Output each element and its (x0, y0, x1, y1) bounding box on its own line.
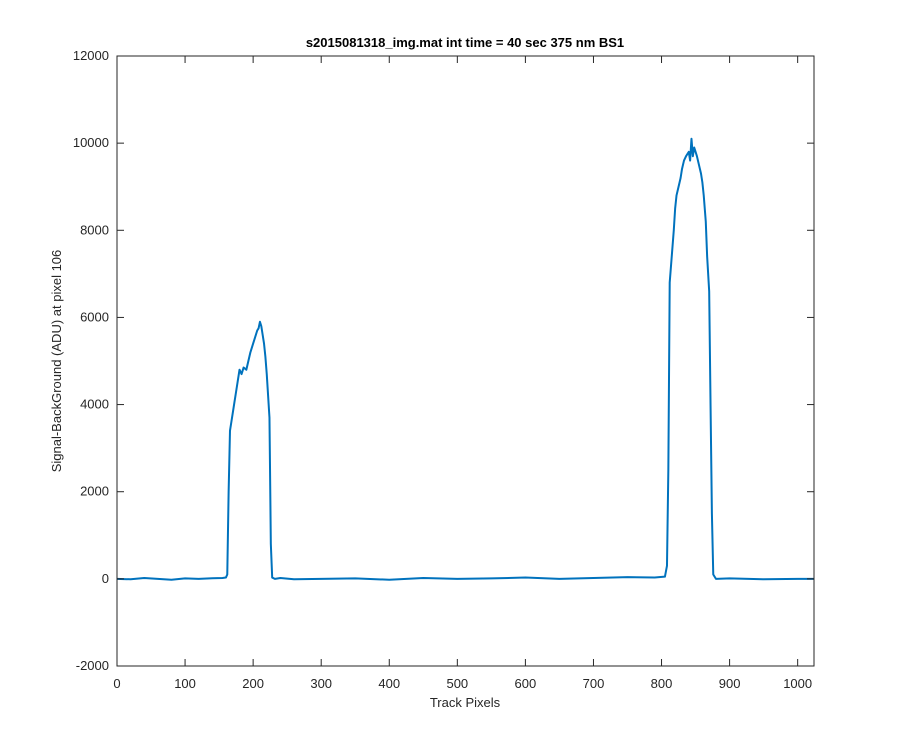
y-tick-label: 2000 (80, 484, 109, 499)
y-tick-label: 8000 (80, 222, 109, 237)
x-tick-label: 900 (719, 676, 741, 691)
x-tick-label: 600 (515, 676, 537, 691)
series-line-0 (116, 137, 814, 581)
y-tick-label: -2000 (76, 658, 109, 673)
y-tick-label: 12000 (73, 48, 109, 63)
chart-title: s2015081318_img.mat int time = 40 sec 37… (306, 35, 624, 50)
x-tick-label: 400 (378, 676, 400, 691)
y-tick-label: 6000 (80, 309, 109, 324)
y-tick-label: 4000 (80, 397, 109, 412)
x-tick-label: 500 (446, 676, 468, 691)
y-tick-label: 10000 (73, 135, 109, 150)
x-tick-label: 800 (651, 676, 673, 691)
data-layer (116, 137, 814, 581)
x-tick-label: 700 (583, 676, 605, 691)
x-tick-label: 0 (113, 676, 120, 691)
x-tick-label: 300 (310, 676, 332, 691)
y-tick-label: 0 (102, 571, 109, 586)
x-tick-label: 100 (174, 676, 196, 691)
x-axis-label: Track Pixels (430, 695, 501, 710)
x-tick-label: 200 (242, 676, 264, 691)
tick-layer: 0 100 200 300 400 500 600 700 800 900 1000 -2000 0 20… (73, 48, 814, 691)
x-tick-label: 1000 (783, 676, 812, 691)
plot-frame (116, 55, 815, 667)
y-axis-label: Signal-BackGround (ADU) at pixel 106 (49, 250, 64, 473)
